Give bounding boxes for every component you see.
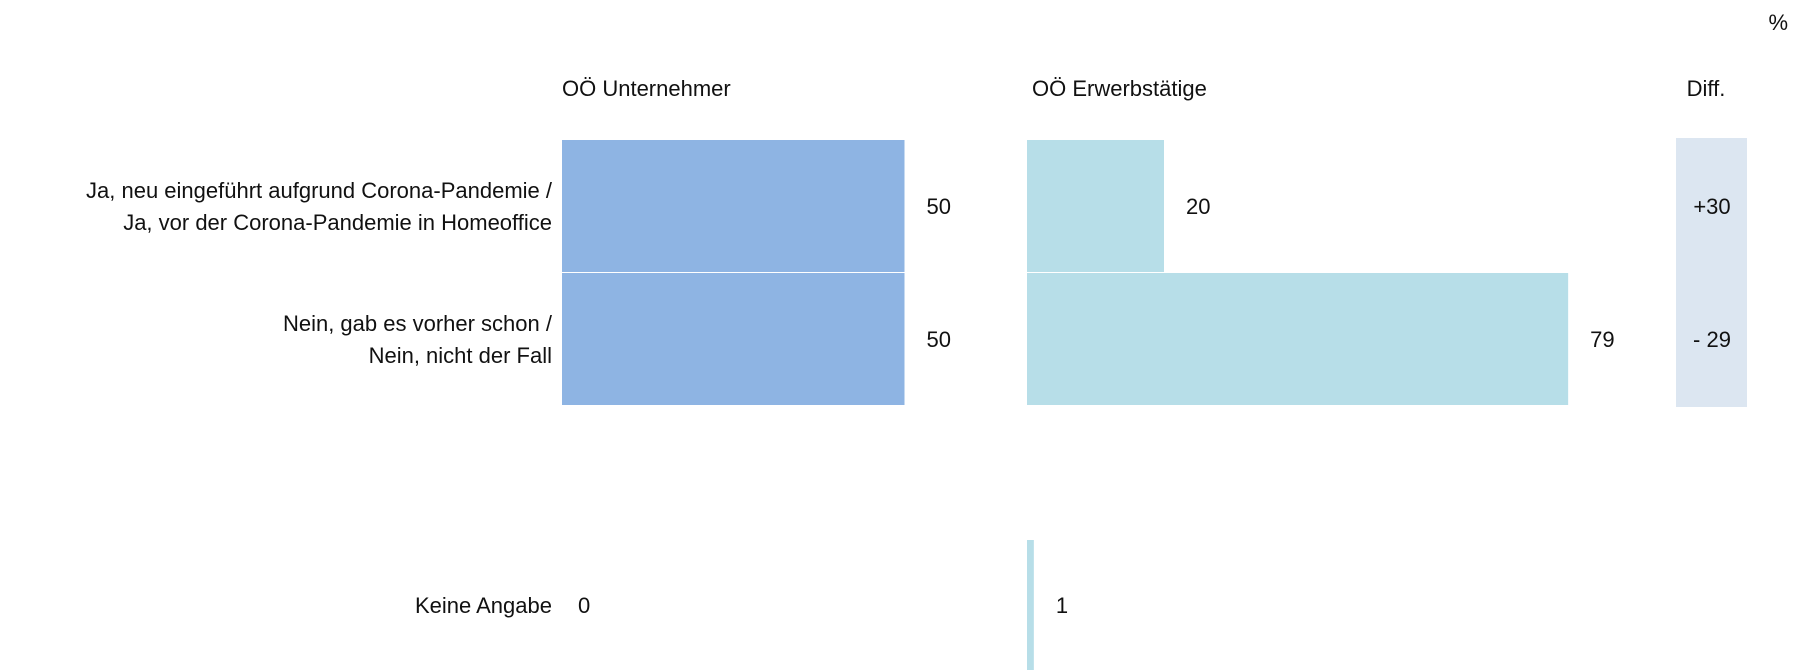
diff-label-ja: +30 (1693, 194, 1730, 219)
category-label-nein-line-2: Nein, nicht der Fall (369, 343, 552, 368)
value-label-unternehmer-nein: 50 (927, 327, 951, 352)
diff-header: Diff. (1687, 76, 1726, 101)
value-label-erwerbstaetige-nein: 79 (1590, 327, 1614, 352)
series-header-erwerbstaetige: OÖ Erwerbstätige (1032, 76, 1207, 101)
value-label-unternehmer-ja: 50 (927, 194, 951, 219)
bar-unternehmer-ja (562, 140, 905, 272)
value-label-erwerbstaetige-keine-angabe: 1 (1056, 593, 1068, 618)
category-label-keine-angabe: Keine Angabe (415, 593, 552, 618)
bar-erwerbstaetige-keine-angabe (1027, 540, 1034, 670)
bar-unternehmer-nein (562, 273, 905, 405)
category-label-nein-line-1: Nein, gab es vorher schon / (283, 311, 553, 336)
unit-label: % (1768, 10, 1788, 35)
bar-erwerbstaetige-nein (1027, 273, 1568, 405)
diff-label-nein: - 29 (1693, 327, 1731, 352)
series-header-unternehmer: OÖ Unternehmer (562, 76, 731, 101)
bar-erwerbstaetige-ja (1027, 140, 1164, 272)
category-label-ja-line-1: Ja, neu eingeführt aufgrund Corona-Pande… (86, 178, 553, 203)
category-label-ja-line-2: Ja, vor der Corona-Pandemie in Homeoffic… (123, 210, 552, 235)
value-label-unternehmer-keine-angabe: 0 (578, 593, 590, 618)
diff-column-background (1676, 138, 1747, 407)
value-label-erwerbstaetige-ja: 20 (1186, 194, 1210, 219)
